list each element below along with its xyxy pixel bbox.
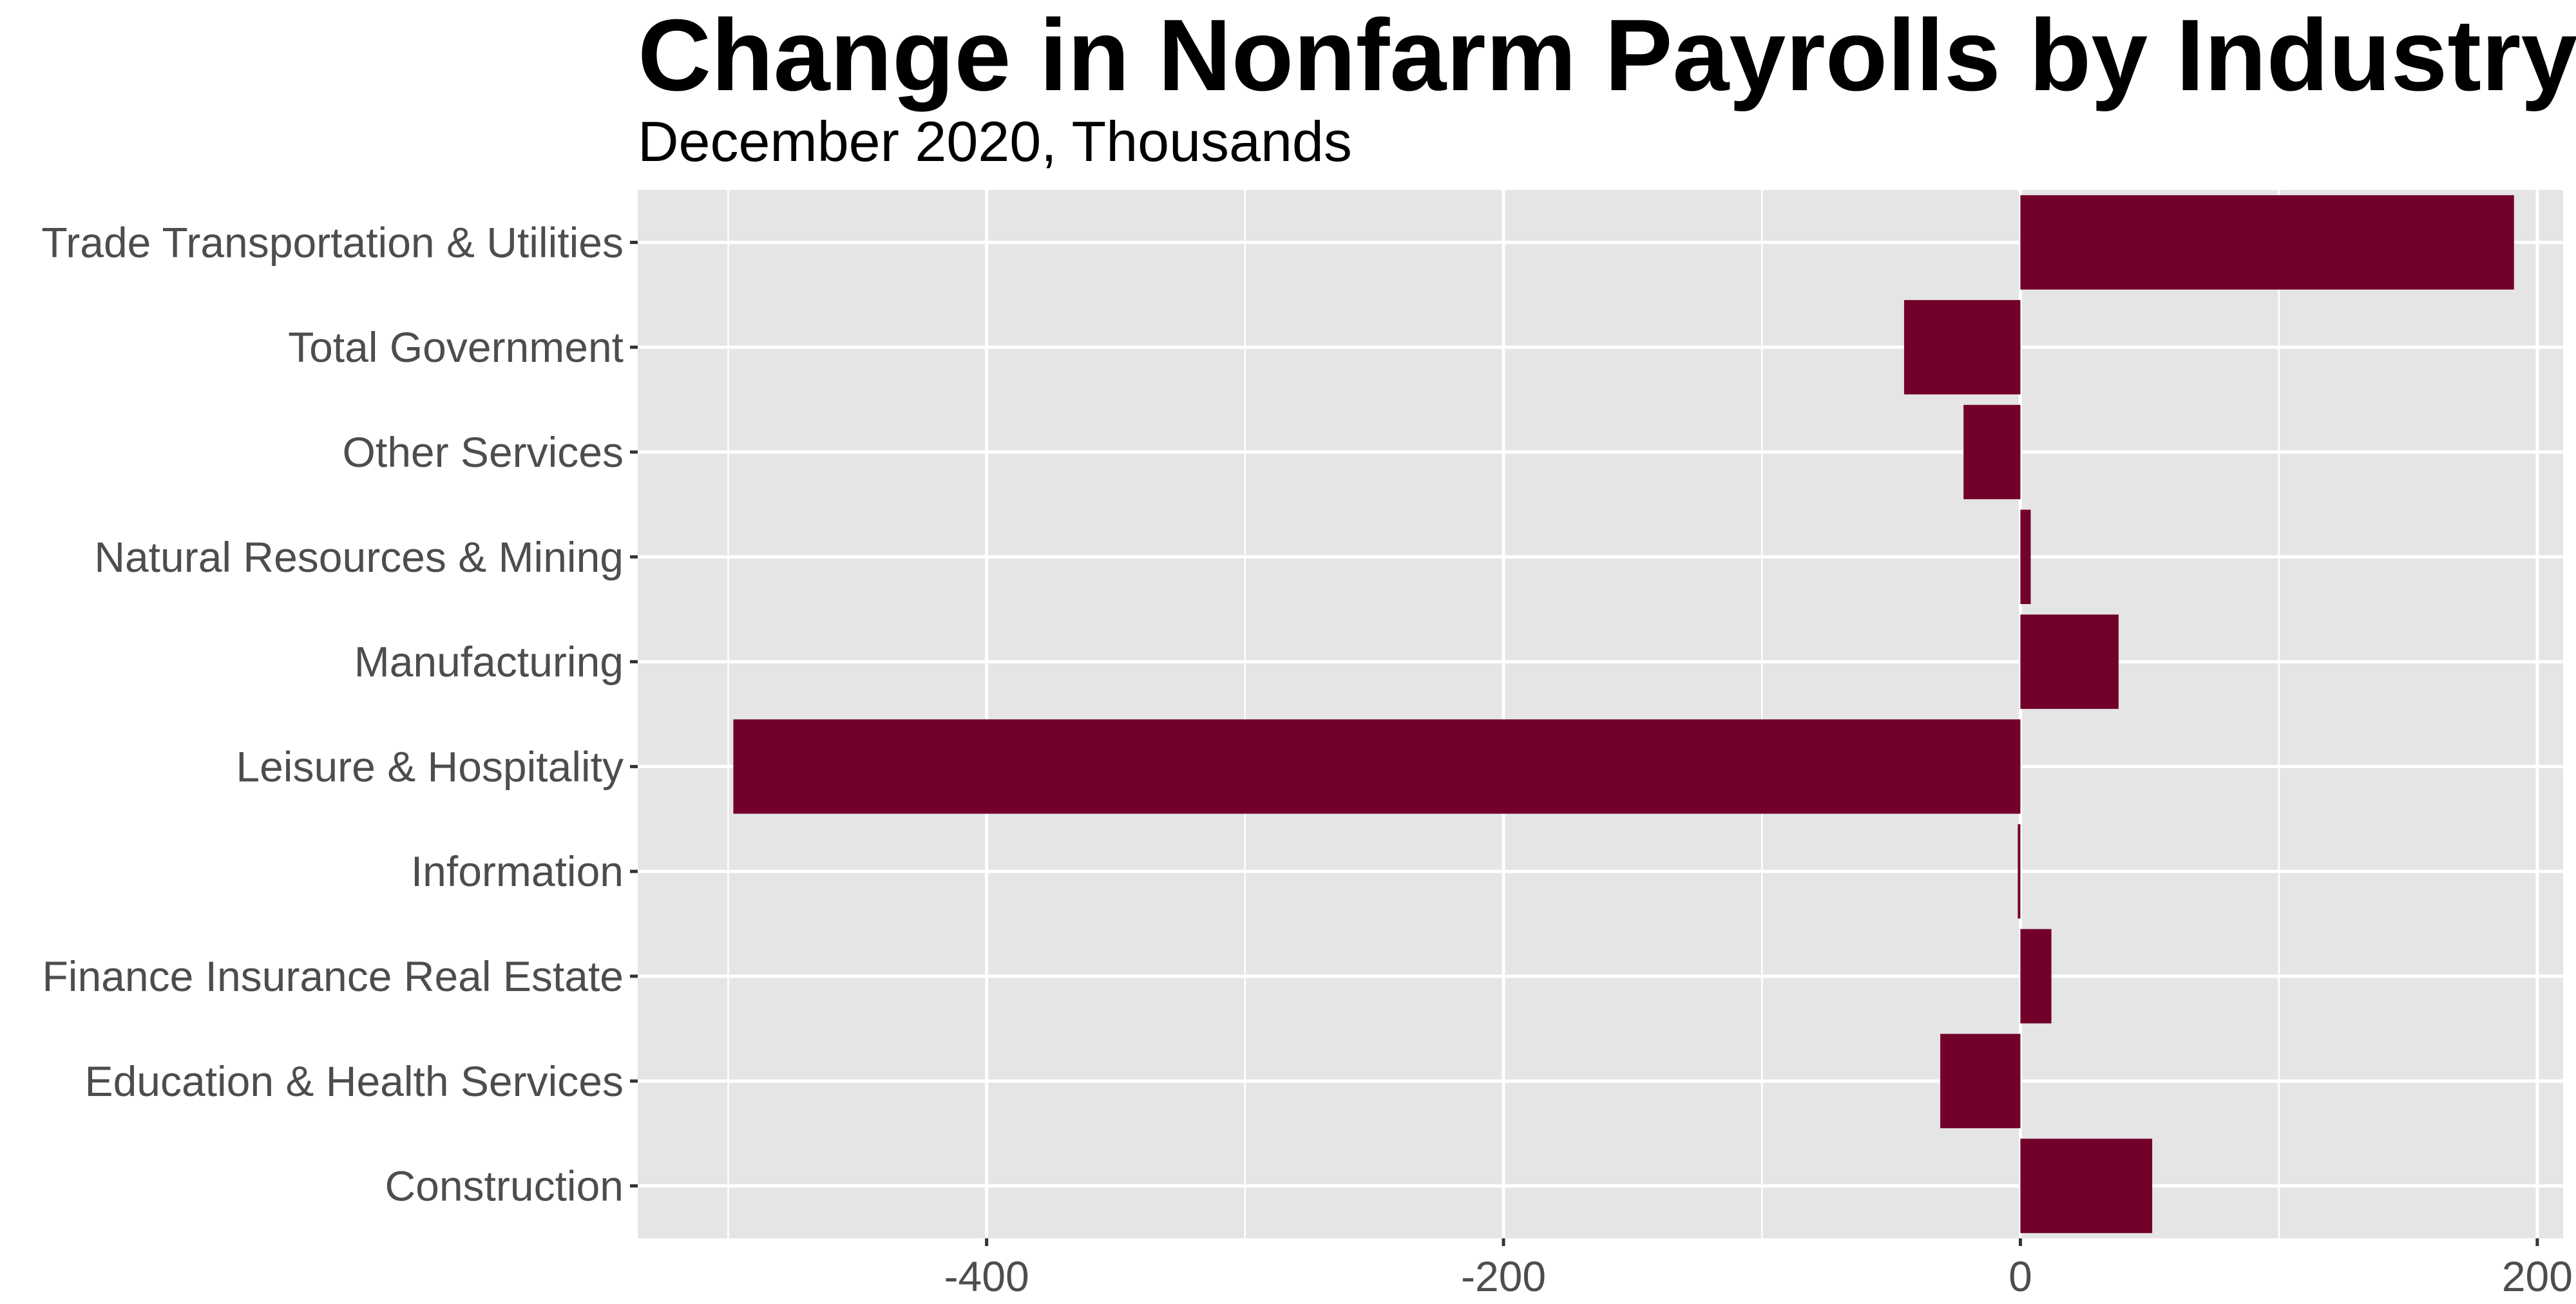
bar [2020, 614, 2119, 709]
bars [733, 195, 2514, 1233]
x-tick-label: 200 [2502, 1252, 2573, 1300]
x-tick-label: -200 [1461, 1252, 1546, 1300]
x-tick-label: -400 [944, 1252, 1029, 1300]
y-tick-label: Education & Health Services [85, 1057, 624, 1105]
bar [1940, 1034, 2021, 1129]
chart-subtitle: December 2020, Thousands [638, 109, 1352, 173]
bar [1903, 299, 2021, 395]
bar [2018, 824, 2021, 919]
bar [2020, 929, 2052, 1024]
grid-minor [727, 190, 2280, 1238]
x-axis: -400 -200 0 200 [944, 1238, 2573, 1300]
bar [1963, 404, 2021, 500]
bar [2020, 509, 2031, 605]
bar [2020, 1139, 2153, 1233]
plot-panel [638, 190, 2563, 1238]
y-tick-label: Leisure & Hospitality [236, 742, 624, 790]
chart-title: Change in Nonfarm Payrolls by Industry [638, 0, 2576, 112]
x-tick-label: 0 [2008, 1252, 2032, 1300]
y-tick-label: Other Services [343, 428, 624, 476]
y-tick-label: Manufacturing [354, 638, 624, 686]
y-tick-label: Information [411, 847, 624, 895]
y-tick-label: Total Government [288, 323, 624, 371]
y-tick-label: Construction [385, 1162, 624, 1210]
y-tick-label: Finance Insurance Real Estate [42, 952, 624, 1000]
bar [733, 719, 2021, 814]
y-axis: Trade Transportation & Utilities Total Go… [41, 218, 638, 1210]
y-tick-label: Trade Transportation & Utilities [41, 218, 624, 266]
y-tick-label: Natural Resources & Mining [94, 533, 624, 581]
bar [2020, 195, 2514, 290]
